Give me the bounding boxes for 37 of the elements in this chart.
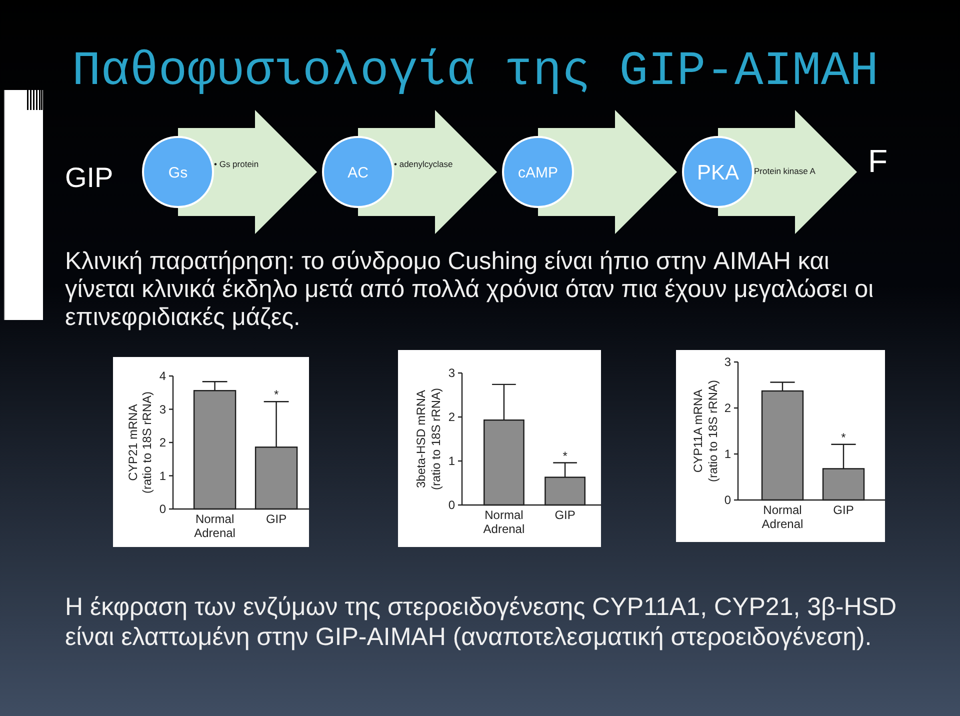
x-tick-label: Normal Adrenal [762,503,804,531]
x-tick-label: Normal Adrenal [483,508,525,536]
text: Κλινική παρατήρηση: το σύνδρομο Cushing είναι ήπιο στην AIMAH και γίνεται κλινικά έκδηλο μετά από πολλά χρόνια όταν πια έχουν μεγαλώσει οι επινεφριδιακές μάζες. [65,248,874,331]
y-tick-label: 3 [448,366,456,380]
y-tick-label: 2 [724,401,732,415]
y-axis-title: 3beta-HSD mRNA (ratio to 18S rRNA) [414,388,443,490]
x-tick-label: Normal Adrenal [194,512,236,540]
y-tick-label: 0 [159,502,166,516]
text: Protein kinase A [754,166,816,176]
annotation: * [562,448,568,463]
y-tick-label: 4 [159,369,166,383]
x-tick-label: GIP [554,508,576,522]
y-axis-title: CYP21 mRNA (ratio to 18S rRNA) [126,391,154,494]
text: • adenylcyclase [394,159,453,169]
y-tick-label: 3 [159,402,166,416]
y-tick-label: 3 [724,355,732,369]
y-tick-label: 0 [448,498,456,512]
text: AC [348,164,369,182]
y-tick-label: 1 [724,447,732,461]
x-tick-label: GIP [266,512,287,526]
text: • Gs protein [214,159,259,169]
y-tick-label: 1 [159,468,166,483]
text: F [868,143,888,179]
y-axis-title: CYP11A mRNA (ratio to 18S rRNA) [691,380,720,482]
text: GIP [65,162,114,193]
y-tick-label: 1 [448,454,456,468]
text: PKA [696,162,740,185]
x-tick-label: GIP [833,503,854,517]
text: cAMP [518,164,558,182]
text: Gs [168,164,188,182]
text: Παθοφυσιολογία της GIP-AIMAH [72,45,879,99]
text: Η έκφραση των ενζύμων της στεροειδογένεσης CYP11A1, CYP21, 3β-HSD είναι ελαττωμένη στην GIP-AIMAH (αναποτελεσματική στεροειδογένεση). [65,593,897,651]
y-tick-label: 2 [159,436,166,450]
annotation: * [274,388,279,402]
y-tick-label: 0 [724,493,732,507]
y-tick-label: 2 [448,410,456,424]
annotation: * [841,430,846,444]
